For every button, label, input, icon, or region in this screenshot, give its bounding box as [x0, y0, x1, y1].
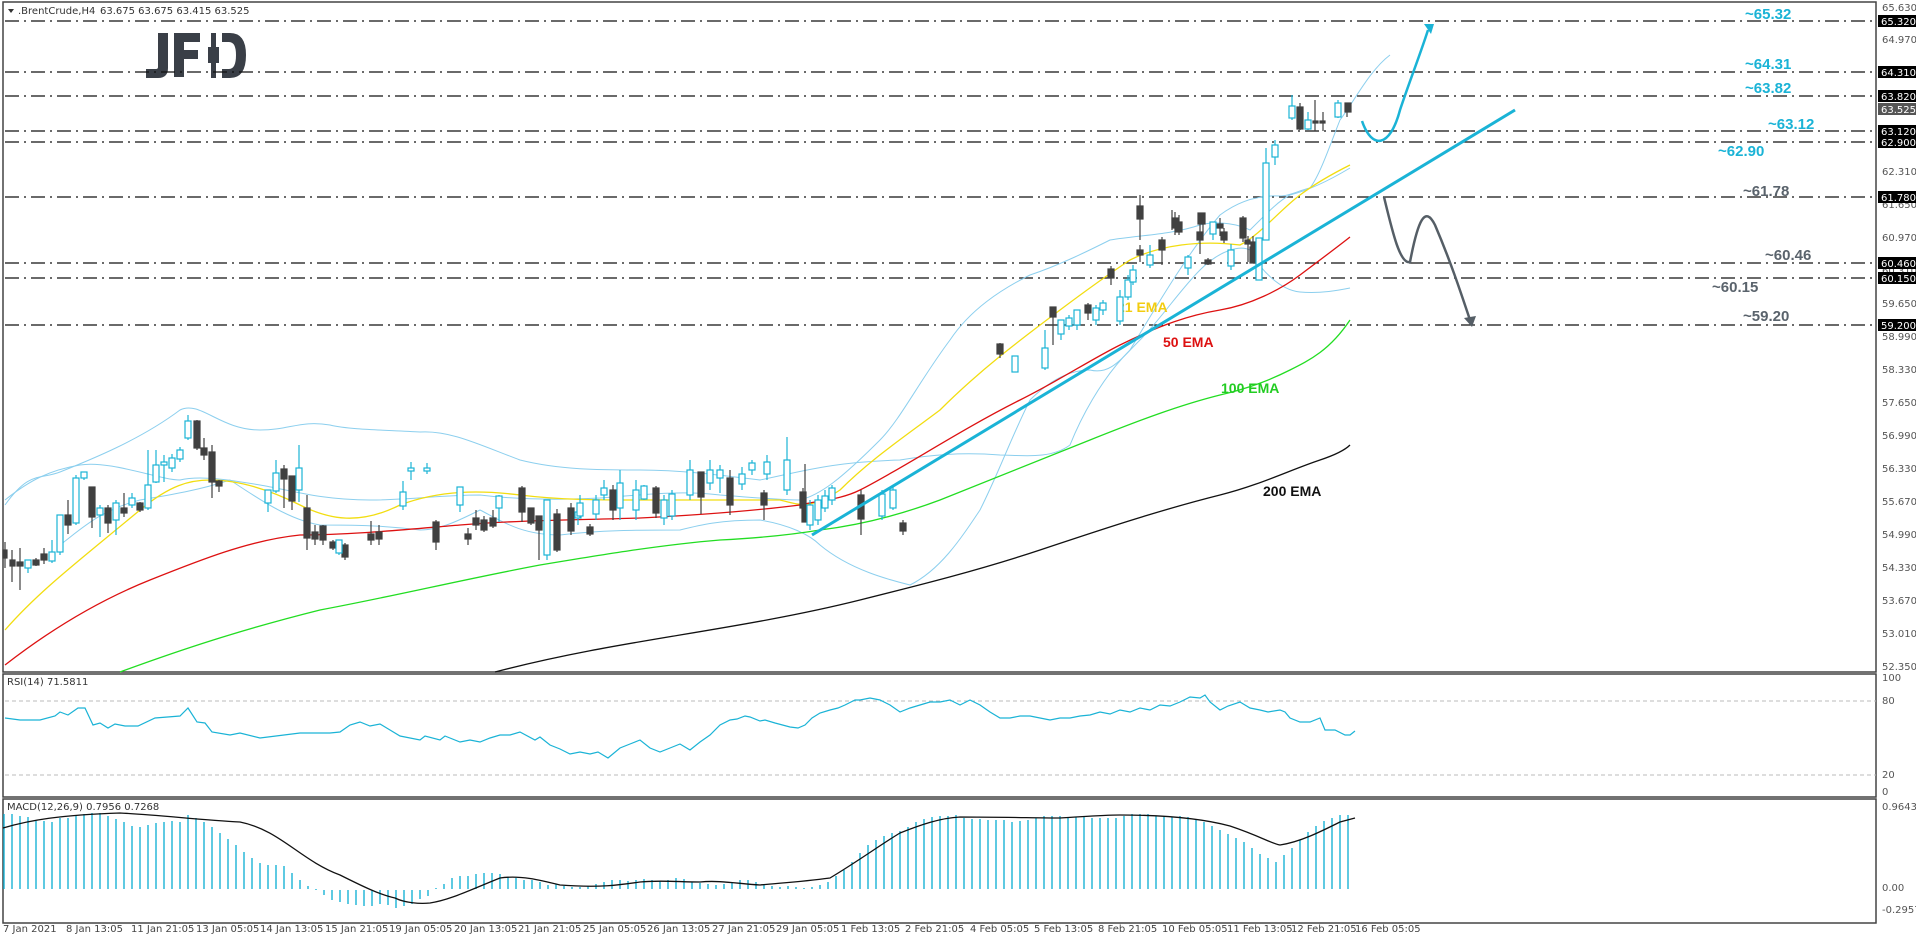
price-pane[interactable]: [2, 1, 1877, 673]
level-label: ~65.32: [1745, 6, 1791, 23]
svg-text:20: 20: [1882, 770, 1895, 781]
svg-text:64.310: 64.310: [1881, 68, 1916, 79]
price-tick: 54.990: [1882, 530, 1916, 541]
ema21-line: [4, 164, 1351, 631]
svg-text:0: 0: [1882, 787, 1888, 798]
price-tick: 56.990: [1882, 431, 1916, 442]
level-label: ~63.12: [1768, 116, 1814, 133]
level-labels: ~65.32 ~64.31 ~63.82 ~63.12 ~62.90 ~61.7…: [1712, 6, 1814, 325]
svg-text:0.00: 0.00: [1882, 883, 1904, 894]
svg-text:13 Jan 05:05: 13 Jan 05:05: [196, 924, 259, 935]
price-tick: 64.970: [1882, 35, 1916, 46]
svg-text:20 Jan 13:05: 20 Jan 13:05: [454, 924, 517, 935]
level-label: ~62.90: [1718, 143, 1764, 160]
rsi-label: RSI(14) 71.5811: [7, 677, 88, 688]
svg-text:11 Jan 21:05: 11 Jan 21:05: [131, 924, 194, 935]
price-tick: 53.010: [1882, 629, 1916, 640]
rsi-axis: 100 80 20 0: [1882, 673, 1901, 798]
macd-label: MACD(12,26,9) 0.7956 0.7268: [7, 802, 159, 813]
svg-text:8 Feb 21:05: 8 Feb 21:05: [1098, 924, 1157, 935]
symbol-header: .BrentCrude,H4 63.675 63.675 63.415 63.5…: [8, 6, 250, 17]
svg-text:2 Feb 21:05: 2 Feb 21:05: [905, 924, 964, 935]
svg-text:10 Feb 05:05: 10 Feb 05:05: [1162, 924, 1228, 935]
current-price-tag: 63.525: [1881, 105, 1916, 116]
svg-text:0.9643: 0.9643: [1882, 802, 1916, 813]
macd-histogram: [3, 813, 1349, 908]
price-tick: 59.650: [1882, 299, 1916, 310]
ema200-line: [494, 444, 1351, 673]
symbol-label: .BrentCrude,H4: [18, 6, 95, 17]
svg-text:60.150: 60.150: [1881, 274, 1916, 285]
svg-text:65.320: 65.320: [1881, 17, 1916, 28]
svg-text:26 Jan 13:05: 26 Jan 13:05: [647, 924, 710, 935]
price-tick: 61.650: [1882, 200, 1916, 211]
level-label: ~64.31: [1745, 56, 1791, 73]
price-tick: 60.310: [1882, 266, 1916, 277]
price-tick: 60.970: [1882, 233, 1916, 244]
price-tick: 65.630: [1882, 3, 1916, 14]
price-tick: 53.670: [1882, 596, 1916, 607]
svg-text:16 Feb 05:05: 16 Feb 05:05: [1355, 924, 1421, 935]
bullish-scenario-arrow: [1360, 24, 1434, 142]
svg-text:60.460: 60.460: [1881, 259, 1916, 270]
price-tick: 55.670: [1882, 497, 1916, 508]
bearish-scenario-arrow: [1382, 196, 1476, 327]
svg-text:7 Jan 2021: 7 Jan 2021: [3, 924, 57, 935]
svg-text:25 Jan 05:05: 25 Jan 05:05: [583, 924, 646, 935]
svg-text:15 Jan 21:05: 15 Jan 21:05: [325, 924, 388, 935]
price-tick: 56.330: [1882, 464, 1916, 475]
ema21-label: 21 EMA: [1117, 299, 1168, 315]
svg-text:63.120: 63.120: [1881, 127, 1916, 138]
svg-text:14 Jan 13:05: 14 Jan 13:05: [260, 924, 323, 935]
rsi-line: [4, 694, 1356, 759]
svg-text:59.200: 59.200: [1881, 321, 1916, 332]
ema200-label: 200 EMA: [1263, 483, 1321, 499]
jfd-logo: [146, 33, 246, 78]
svg-text:11 Feb 13:05: 11 Feb 13:05: [1227, 924, 1293, 935]
price-axis[interactable]: 65.630 64.970 62.310 61.650 60.970 60.31…: [1878, 3, 1916, 673]
svg-text:19 Jan 05:05: 19 Jan 05:05: [389, 924, 452, 935]
svg-text:80: 80: [1882, 696, 1895, 707]
svg-text:29 Jan 05:05: 29 Jan 05:05: [776, 924, 839, 935]
rsi-pane[interactable]: [2, 673, 1877, 798]
ohlc-values: 63.675 63.675 63.415 63.525: [100, 6, 250, 17]
svg-text:63.820: 63.820: [1881, 92, 1916, 103]
svg-text:21 Jan 21:05: 21 Jan 21:05: [518, 924, 581, 935]
price-tick: 62.310: [1882, 167, 1916, 178]
level-tags: 65.320 64.310 63.820 63.525 63.120 62.90…: [1878, 15, 1916, 332]
level-label: ~60.15: [1712, 279, 1758, 296]
svg-text:8 Jan 13:05: 8 Jan 13:05: [66, 924, 123, 935]
svg-text:5 Feb 13:05: 5 Feb 13:05: [1034, 924, 1093, 935]
bollinger-bands: [4, 54, 1391, 586]
svg-text:62.900: 62.900: [1881, 138, 1916, 149]
arrow-up-icon: [1424, 24, 1434, 34]
price-tick: 54.330: [1882, 563, 1916, 574]
candles: [2, 95, 1352, 590]
arrow-down-icon: [1464, 316, 1476, 327]
time-axis[interactable]: 7 Jan 2021 8 Jan 13:05 11 Jan 21:05 13 J…: [3, 924, 1421, 935]
level-label: ~61.78: [1743, 183, 1789, 200]
dropdown-triangle-icon[interactable]: [8, 9, 14, 13]
ema100-label: 100 EMA: [1221, 380, 1279, 396]
ema50-line: [4, 236, 1351, 666]
level-label: ~63.82: [1745, 80, 1791, 97]
svg-text:4 Feb 05:05: 4 Feb 05:05: [970, 924, 1029, 935]
ascending-trendline[interactable]: [811, 108, 1516, 537]
price-tick: 57.650: [1882, 398, 1916, 409]
price-tick: 58.330: [1882, 365, 1916, 376]
price-tick: 52.350: [1882, 662, 1916, 673]
svg-text:27 Jan 21:05: 27 Jan 21:05: [712, 924, 775, 935]
svg-text:100: 100: [1882, 673, 1901, 684]
price-tick: 58.990: [1882, 332, 1916, 343]
svg-text:1 Feb 13:05: 1 Feb 13:05: [841, 924, 900, 935]
level-label: ~59.20: [1743, 308, 1789, 325]
ema50-label: 50 EMA: [1163, 334, 1214, 350]
svg-text:61.780: 61.780: [1881, 193, 1916, 204]
macd-signal-line: [2, 812, 1356, 904]
svg-text:12 Feb 21:05: 12 Feb 21:05: [1291, 924, 1357, 935]
level-label: ~60.46: [1765, 247, 1811, 264]
